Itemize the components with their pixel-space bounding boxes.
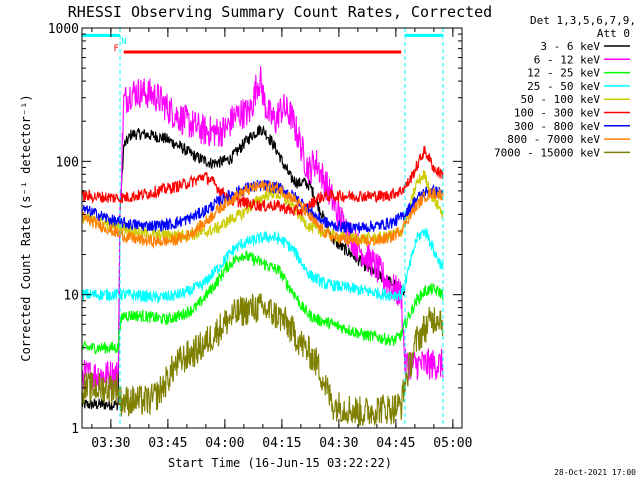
series-line-9 bbox=[82, 293, 444, 427]
series-line-1 bbox=[82, 124, 406, 411]
x-tick-label: 04:00 bbox=[205, 436, 244, 451]
series-line-4 bbox=[82, 227, 444, 304]
y-tick-label: 1000 bbox=[48, 22, 79, 37]
x-tick-label: 05:00 bbox=[433, 436, 472, 451]
x-tick-label: 03:45 bbox=[148, 436, 187, 451]
y-tick-label: 1 bbox=[71, 422, 79, 437]
x-tick-label: 04:45 bbox=[376, 436, 415, 451]
y-tick-label: 100 bbox=[56, 155, 79, 170]
legend-label-4: 25 - 50 keV bbox=[527, 80, 600, 93]
annotation-n: N bbox=[121, 37, 126, 47]
footer-date: 28-Oct-2021 17:00 bbox=[554, 468, 636, 477]
legend-label-7: 300 - 800 keV bbox=[514, 120, 600, 133]
legend-label-5: 50 - 100 keV bbox=[521, 93, 601, 106]
y-axis-label: Corrected Count Rate (s⁻¹ detector⁻¹) bbox=[19, 94, 33, 361]
series-line-8 bbox=[82, 180, 444, 250]
annotation-f: F bbox=[113, 44, 118, 54]
series-line-3 bbox=[82, 250, 444, 355]
legend-label-3: 12 - 25 keV bbox=[527, 67, 600, 80]
plot-frame bbox=[81, 27, 463, 429]
chart-title: RHESSI Observing Summary Count Rates, Co… bbox=[68, 3, 492, 21]
legend-label-8: 800 - 7000 keV bbox=[507, 133, 600, 146]
x-tick-label: 04:15 bbox=[262, 436, 301, 451]
x-tick-label: 03:30 bbox=[91, 436, 130, 451]
legend-label-9: 7000 - 15000 keV bbox=[494, 146, 600, 159]
legend-header-attenuator: Att 0 bbox=[597, 27, 630, 40]
plot-border bbox=[81, 27, 463, 429]
legend-label-6: 100 - 300 keV bbox=[514, 107, 600, 120]
y-tick-label: 10 bbox=[63, 289, 79, 304]
legend-header-detectors: Det 1,3,5,6,7,9, bbox=[530, 14, 636, 27]
plot-clipped-group bbox=[82, 28, 444, 428]
series-line-2 bbox=[82, 66, 444, 392]
series-line-6 bbox=[82, 145, 444, 217]
legend-label-1: 3 - 6 keV bbox=[540, 40, 600, 53]
legend-label-2: 6 - 12 keV bbox=[534, 53, 601, 66]
plot-area: FN bbox=[82, 28, 444, 428]
x-tick-label: 04:30 bbox=[319, 436, 358, 451]
x-axis-label: Start Time (16-Jun-15 03:22:22) bbox=[168, 456, 392, 470]
axes: 1 10 100 1000 03:30 03:45 04:00 04:15 04:30 04:45… bbox=[48, 22, 473, 451]
